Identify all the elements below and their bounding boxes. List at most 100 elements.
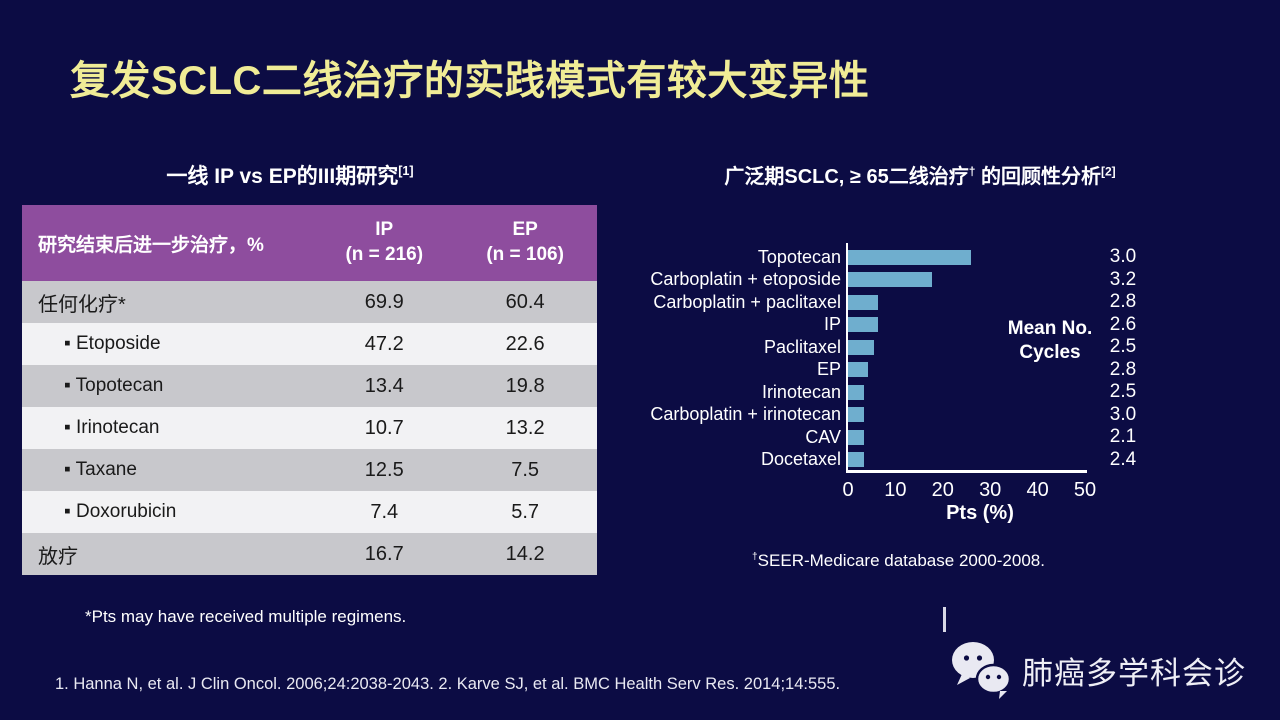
- bar-category-label: CAV: [805, 426, 841, 447]
- row-ep-value: 7.5: [511, 458, 540, 481]
- bar: [848, 407, 864, 423]
- chart-row: Carboplatin + irinotecan: [628, 404, 971, 427]
- bar-category-label: EP: [816, 359, 841, 380]
- table-body: 任何化疗* 69.9 60.4 ▪ Etoposide 47.2 22.6 ▪ Topote…: [22, 281, 597, 575]
- bar: [848, 294, 878, 310]
- table-row: 放疗 16.7 14.2: [22, 533, 597, 575]
- row-ip-value: 47.2: [364, 332, 404, 355]
- wechat-label: 肺癌多学科会诊: [1022, 655, 1246, 691]
- chart-row: IP: [628, 314, 971, 337]
- row-label: ▪ Doxorubicin: [64, 501, 177, 522]
- row-ip-value: 7.4: [370, 500, 399, 523]
- chart-row: Irinotecan: [628, 381, 971, 404]
- mean-cycles-value: 2.5: [1109, 336, 1137, 357]
- row-label: ▪ Topotecan: [64, 375, 164, 396]
- mean-cycles-value: 3.0: [1109, 403, 1137, 425]
- bar-category-label: Paclitaxel: [763, 336, 841, 357]
- bar-category-label: Carboplatin + etoposide: [650, 269, 841, 290]
- table-footnote: *Pts may have received multiple regimens…: [85, 607, 407, 626]
- chart-row: Topotecan: [628, 246, 972, 269]
- table-title: 一线 IP vs EP的III期研究[1]: [10, 160, 570, 190]
- mean-cycles-label: Mean No. Cycles: [1000, 317, 1100, 365]
- table-row: 任何化疗* 69.9 60.4: [22, 281, 597, 323]
- mean-cycles-value: 2.5: [1109, 381, 1137, 402]
- table-row: ▪ Irinotecan 10.7 13.2: [22, 407, 597, 449]
- header-ip-line2: (n = 216): [345, 244, 424, 265]
- bar: [848, 362, 868, 378]
- row-label: ▪ Irinotecan: [64, 417, 160, 438]
- mean-cycles-value: 2.4: [1109, 448, 1137, 470]
- header-col-ep: EP (n = 106): [453, 218, 597, 267]
- mean-cycles-value: 2.1: [1109, 426, 1137, 447]
- chart-title: 广泛期SCLC, ≥ 65二线治疗† 的回顾性分析[2]: [640, 160, 1200, 189]
- mean-cycles-value: 3.2: [1109, 268, 1137, 290]
- row-ip-value: 16.7: [364, 542, 404, 565]
- table-row: ▪ Topotecan 13.4 19.8: [22, 365, 597, 407]
- row-label: ▪ Etoposide: [64, 333, 161, 354]
- bar-category-label: Carboplatin + irinotecan: [650, 404, 841, 425]
- bar-category-label: Docetaxel: [760, 449, 841, 470]
- chart-row: EP: [628, 359, 971, 382]
- row-ep-value: 22.6: [505, 332, 545, 355]
- x-tick-label: 50: [1073, 479, 1097, 501]
- cycles-column: 3.0 3.2 2.8 2.6 2.5 2.8 2.5 3.0 2.1 2.4: [1098, 246, 1148, 471]
- chart-row: Carboplatin + paclitaxel: [628, 291, 971, 314]
- x-tick-label: 30: [979, 479, 1002, 501]
- table-row: ▪ Taxane 12.5 7.5: [22, 449, 597, 491]
- table-title-ref: [1]: [398, 164, 414, 178]
- wechat-badge: 肺癌多学科会诊: [950, 638, 1246, 702]
- chart-footnote-dagger: †: [752, 551, 758, 563]
- bar: [848, 339, 875, 355]
- chart-row: Paclitaxel: [628, 336, 971, 359]
- chart-title-dagger: †: [968, 164, 976, 179]
- mean-cycles-label-line2: Cycles: [1019, 341, 1081, 363]
- bar: [848, 429, 864, 445]
- bar-category-label: Carboplatin + paclitaxel: [653, 291, 841, 312]
- chart-title-text: 广泛期SCLC, ≥ 65二线治疗: [724, 166, 969, 188]
- bar: [848, 317, 878, 333]
- bar: [848, 249, 972, 265]
- x-axis-line: [846, 470, 1087, 473]
- row-ep-value: 60.4: [505, 290, 545, 313]
- chart-row: CAV: [628, 426, 971, 449]
- table-header: 研究结束后进一步治疗，% IP (n = 216) EP (n = 106): [22, 205, 597, 281]
- x-tick-label: 10: [884, 479, 907, 501]
- table-row: ▪ Doxorubicin 7.4 5.7: [22, 491, 597, 533]
- chart-footnote-text: SEER-Medicare database 2000-2008.: [757, 551, 1045, 570]
- slide-title: 复发SCLC二线治疗的实践模式有较大变异性: [70, 59, 870, 103]
- header-ep-line1: EP: [512, 219, 538, 241]
- row-ep-value: 19.8: [505, 374, 545, 397]
- mean-cycles-value: 2.6: [1109, 313, 1137, 335]
- wechat-icon: [952, 642, 1012, 699]
- header-ip-line1: IP: [375, 219, 394, 241]
- chart-rows: Topotecan Carboplatin + etoposide Carbopla…: [628, 246, 972, 472]
- row-ip-value: 12.5: [364, 458, 404, 481]
- further-treatment-table: 研究结束后进一步治疗，% IP (n = 216) EP (n = 106) 任…: [22, 205, 597, 575]
- mean-cycles-value: 2.8: [1109, 291, 1137, 312]
- bar: [848, 384, 864, 400]
- row-label: 放疗: [38, 545, 78, 568]
- table-title-text: 一线 IP vs EP的III期研究: [166, 165, 399, 188]
- mean-cycles-value: 3.0: [1109, 246, 1137, 267]
- y-axis-line: [846, 243, 848, 473]
- bar-category-label: Topotecan: [757, 246, 841, 267]
- chart-title-text-2: 的回顾性分析: [975, 166, 1101, 188]
- row-label: 任何化疗*: [38, 293, 126, 316]
- header-col-treatment: 研究结束后进一步治疗，%: [38, 234, 264, 256]
- row-ip-value: 10.7: [364, 416, 404, 439]
- row-ep-value: 14.2: [505, 542, 545, 565]
- vertical-tick-decoration: [943, 607, 946, 632]
- header-ep-line2: (n = 106): [486, 244, 564, 265]
- row-ip-value: 69.9: [364, 290, 404, 313]
- row-ep-value: 13.2: [505, 416, 545, 439]
- chart-row: Carboplatin + etoposide: [628, 269, 971, 292]
- row-ip-value: 13.4: [364, 374, 404, 397]
- chart-title-ref: [2]: [1100, 164, 1116, 179]
- x-tick-label: 0: [842, 479, 854, 501]
- row-ep-value: 5.7: [511, 500, 540, 523]
- header-col-ip: IP (n = 216): [315, 218, 453, 267]
- x-tick-label: 40: [1026, 479, 1049, 501]
- bar-category-label: Irinotecan: [761, 381, 841, 402]
- chart-row: Docetaxel: [628, 449, 971, 472]
